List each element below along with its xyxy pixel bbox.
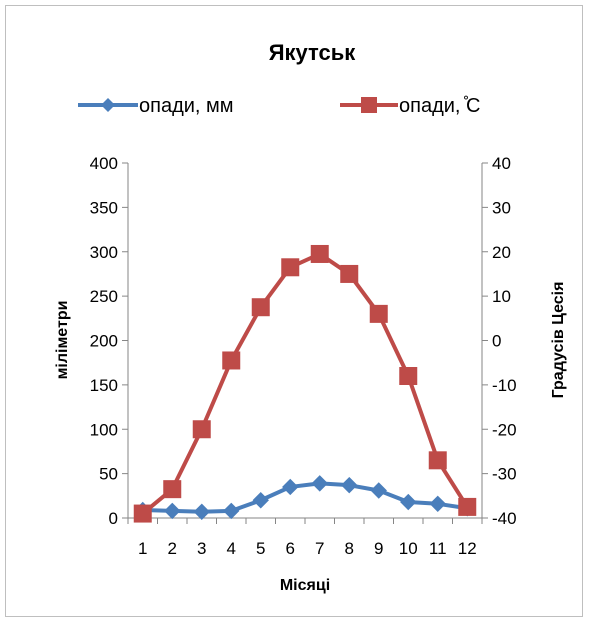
right-tick-label: -30 (492, 465, 517, 484)
x-tick-label: 3 (197, 539, 206, 558)
right-axis-ticks: -40 -30 -20 -10 0 10 20 30 40 (482, 154, 517, 528)
right-tick-label: 20 (492, 243, 511, 262)
left-axis-ticks: 0 50 100 150 200 250 300 350 400 (90, 154, 128, 528)
left-tick-label: 250 (90, 287, 118, 306)
temperature-point (192, 420, 211, 439)
left-tick-label: 200 (90, 332, 118, 351)
legend-label-precip: опади, мм (139, 95, 234, 117)
legend-marker-temp (361, 97, 377, 113)
x-tick-label: 2 (168, 539, 177, 558)
x-tick-label: 1 (138, 539, 147, 558)
precipitation-point (370, 482, 387, 499)
x-tick-label: 11 (429, 539, 447, 558)
temperature-point (458, 497, 477, 516)
x-tick-label: 5 (256, 539, 265, 558)
temperature-point (340, 264, 359, 283)
series-line-precipitation (142, 481, 468, 514)
x-tick-label: 6 (286, 539, 295, 558)
legend: опади, мм опади, ̊С (78, 95, 480, 117)
temperature-point (222, 351, 241, 370)
right-tick-label: -20 (492, 420, 517, 439)
temperature-point (310, 244, 329, 263)
left-tick-label: 150 (90, 376, 118, 395)
right-tick-label: 40 (492, 154, 511, 173)
temperature-point (163, 480, 182, 499)
temperature-point (369, 304, 388, 323)
precipitation-point (341, 476, 358, 494)
x-axis-title: Місяці (280, 577, 330, 594)
x-tick-label: 7 (315, 539, 324, 558)
precipitation-point (193, 503, 210, 520)
temperature-point (251, 298, 270, 317)
x-tick-label: 12 (458, 539, 477, 558)
precipitation-point (429, 495, 446, 513)
left-axis-title: міліметри (54, 301, 71, 380)
right-tick-label: -10 (492, 376, 517, 395)
legend-marker-precip (101, 98, 115, 112)
temperature-point (133, 504, 152, 523)
series-line-temperature (141, 251, 469, 516)
precipitation-point (223, 502, 240, 520)
right-tick-label: 10 (492, 287, 511, 306)
left-tick-label: 50 (99, 465, 118, 484)
right-tick-label: 30 (492, 198, 511, 217)
left-tick-label: 300 (90, 243, 118, 262)
x-tick-label: 8 (345, 539, 354, 558)
left-tick-label: 100 (90, 420, 118, 439)
precipitation-point (164, 502, 181, 520)
x-axis-ticks: 1 2 3 4 5 6 7 8 9 10 11 12 (127, 518, 483, 558)
right-axis-title: Градусів Цесія (550, 282, 567, 399)
temperature-point (428, 451, 447, 470)
legend-label-temp: опади, ̊С (399, 95, 480, 117)
temperature-point (399, 367, 418, 385)
precipitation-point (252, 492, 269, 509)
x-tick-label: 10 (399, 539, 418, 558)
right-tick-label: 0 (492, 332, 501, 351)
x-tick-label: 4 (227, 539, 236, 558)
precipitation-point (311, 475, 328, 492)
temperature-point (281, 258, 300, 277)
series-layer (133, 244, 477, 523)
x-tick-label: 9 (374, 539, 383, 558)
right-tick-label: -40 (492, 509, 517, 528)
chart-title: Якутськ (269, 40, 357, 65)
left-tick-label: 350 (90, 198, 118, 217)
left-tick-label: 0 (109, 509, 118, 528)
precipitation-point (282, 478, 299, 496)
left-tick-label: 400 (90, 154, 118, 173)
precipitation-point (400, 493, 417, 511)
